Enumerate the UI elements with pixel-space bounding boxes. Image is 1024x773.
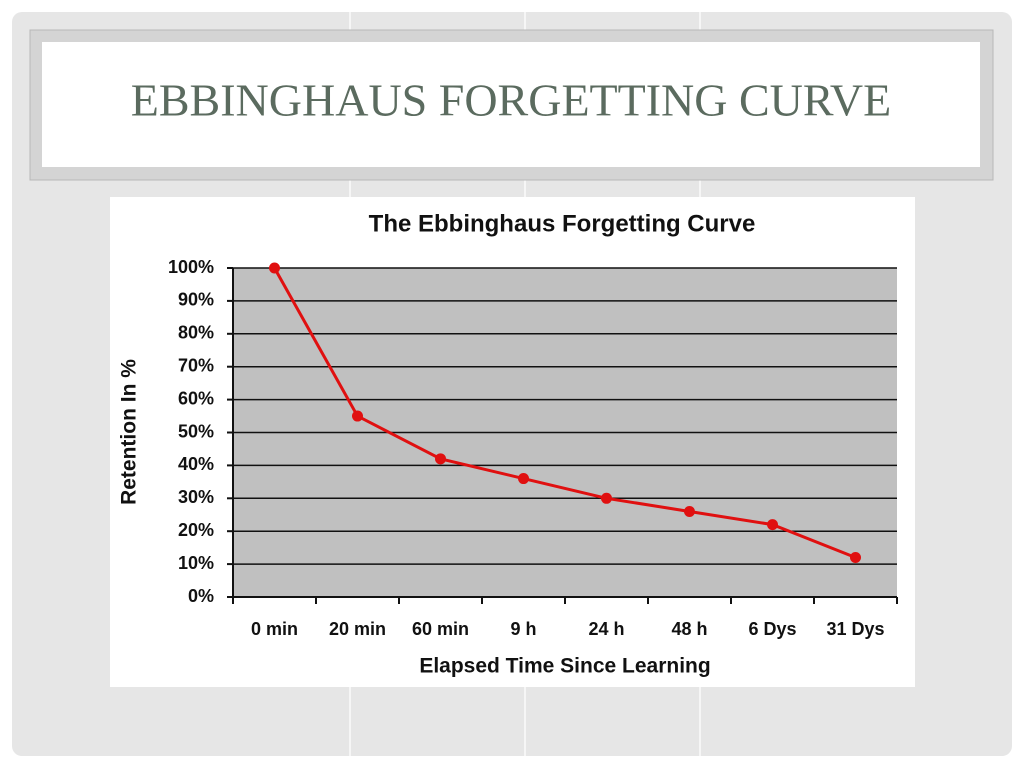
y-axis-label: Retention In % [118, 359, 141, 505]
x-tick-label: 6 Dys [748, 619, 796, 639]
data-point [518, 473, 529, 485]
x-tick-label: 0 min [251, 619, 298, 639]
y-tick-label: 50% [178, 421, 214, 441]
x-tick-label: 60 min [412, 619, 469, 639]
x-tick-label: 24 h [588, 619, 624, 639]
x-tick-label: 20 min [329, 619, 386, 639]
data-point [601, 492, 612, 504]
data-point [684, 505, 695, 517]
chart-title: The Ebbinghaus Forgetting Curve [369, 210, 756, 237]
x-tick-label: 9 h [510, 619, 536, 639]
y-tick-label: 90% [178, 290, 214, 310]
y-tick-label: 10% [178, 553, 214, 573]
y-tick-label: 60% [178, 388, 214, 408]
x-tick-label: 31 Dys [826, 619, 884, 639]
y-tick-label: 70% [178, 355, 214, 375]
title-box [42, 42, 980, 167]
slide-title: EBBINGHAUS FORGETTING CURVE [131, 75, 891, 126]
x-axis-label: Elapsed Time Since Learning [419, 655, 710, 678]
y-tick-label: 0% [188, 586, 214, 606]
y-tick-label: 100% [168, 257, 214, 277]
data-point [435, 453, 446, 465]
data-point [269, 262, 280, 274]
data-point [352, 410, 363, 422]
y-tick-label: 30% [178, 487, 214, 507]
data-line [273, 267, 857, 559]
y-tick-label: 40% [178, 454, 214, 474]
y-tick-label: 80% [178, 323, 214, 343]
x-tick-label: 48 h [671, 619, 707, 639]
chart: The Ebbinghaus Forgetting Curve Elapsed … [118, 210, 898, 678]
data-point [767, 519, 778, 531]
data-point [850, 552, 861, 564]
y-tick-label: 20% [178, 520, 214, 540]
